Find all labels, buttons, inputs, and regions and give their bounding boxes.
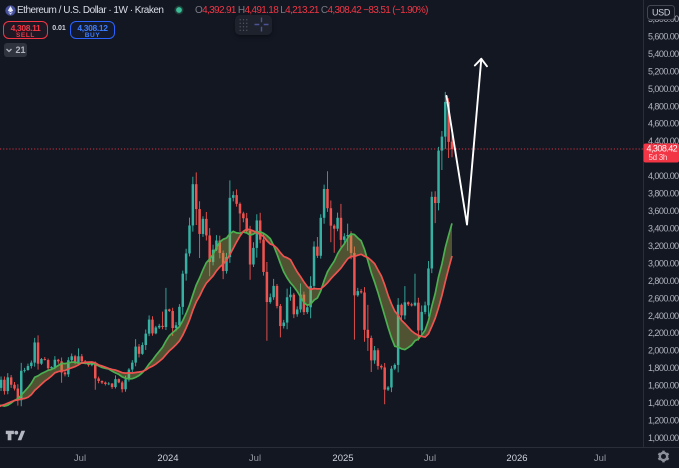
svg-text:3,200.00: 3,200.00 xyxy=(648,241,679,251)
svg-text:4,308.42: 4,308.42 xyxy=(647,144,678,154)
svg-text:5,400.00: 5,400.00 xyxy=(648,49,679,59)
svg-text:Jul: Jul xyxy=(249,453,261,464)
svg-text:1,000.00: 1,000.00 xyxy=(648,433,679,443)
svg-text:2025: 2025 xyxy=(332,453,353,464)
svg-text:Jul: Jul xyxy=(594,453,606,464)
svg-text:4,000.00: 4,000.00 xyxy=(648,171,679,181)
svg-text:2,200.00: 2,200.00 xyxy=(648,328,679,338)
svg-text:5d 3h: 5d 3h xyxy=(649,153,668,162)
svg-text:2024: 2024 xyxy=(157,453,178,464)
svg-text:2,600.00: 2,600.00 xyxy=(648,293,679,303)
svg-text:Jul: Jul xyxy=(74,453,86,464)
svg-text:4,800.00: 4,800.00 xyxy=(648,101,679,111)
svg-text:2026: 2026 xyxy=(506,453,527,464)
svg-text:3,800.00: 3,800.00 xyxy=(648,189,679,199)
svg-text:1,200.00: 1,200.00 xyxy=(648,416,679,426)
svg-text:3,600.00: 3,600.00 xyxy=(648,206,679,216)
svg-text:4,600.00: 4,600.00 xyxy=(648,119,679,129)
svg-text:USD: USD xyxy=(652,8,671,18)
svg-text:5,000.00: 5,000.00 xyxy=(648,84,679,94)
svg-text:2,800.00: 2,800.00 xyxy=(648,276,679,286)
svg-text:3,000.00: 3,000.00 xyxy=(648,258,679,268)
svg-text:1,400.00: 1,400.00 xyxy=(648,398,679,408)
svg-text:Jul: Jul xyxy=(424,453,436,464)
svg-text:1,800.00: 1,800.00 xyxy=(648,363,679,373)
svg-text:2,000.00: 2,000.00 xyxy=(648,346,679,356)
svg-text:5,200.00: 5,200.00 xyxy=(648,66,679,76)
svg-text:2,400.00: 2,400.00 xyxy=(648,311,679,321)
svg-text:3,400.00: 3,400.00 xyxy=(648,224,679,234)
svg-text:1,600.00: 1,600.00 xyxy=(648,381,679,391)
svg-text:4,400.00: 4,400.00 xyxy=(648,136,679,146)
svg-text:5,600.00: 5,600.00 xyxy=(648,31,679,41)
